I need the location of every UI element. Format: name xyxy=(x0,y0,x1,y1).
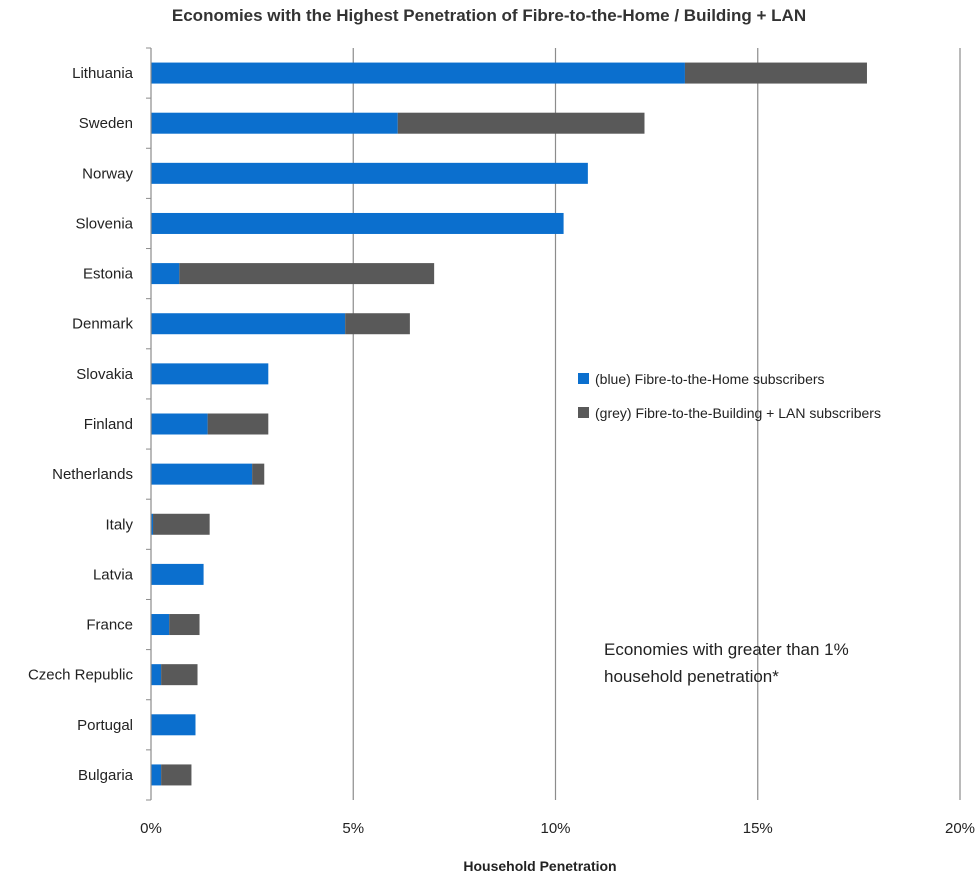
fttH-bar xyxy=(151,664,162,686)
category-label: Denmark xyxy=(72,316,133,333)
fttH-bar xyxy=(151,162,588,184)
x-tick-label: 20% xyxy=(945,820,975,837)
fttb-lan-bar xyxy=(179,263,435,285)
x-tick-label: 10% xyxy=(540,820,570,837)
category-label: Netherlands xyxy=(52,466,133,483)
fttH-bar xyxy=(151,363,269,385)
fttH-bar xyxy=(151,714,196,736)
legend-entry: (blue) Fibre-to-the-Home subscribers xyxy=(595,371,825,387)
category-label: Slovakia xyxy=(76,366,133,383)
category-label: France xyxy=(86,617,133,634)
category-label: Czech Republic xyxy=(28,667,134,684)
fttH-bar xyxy=(151,313,346,335)
x-tick-label: 0% xyxy=(140,820,162,837)
category-label: Finland xyxy=(84,416,133,433)
fttH-bar xyxy=(151,614,170,636)
fttH-bar xyxy=(151,62,685,84)
fttH-bar xyxy=(151,563,204,585)
category-label: Italy xyxy=(105,516,133,533)
annotation-line-1: Economies with greater than 1% xyxy=(604,640,849,659)
category-label: Norway xyxy=(82,165,133,182)
category-label: Slovenia xyxy=(75,215,133,232)
category-label: Estonia xyxy=(83,266,134,283)
fttb-lan-bar xyxy=(684,62,867,84)
legend-swatch xyxy=(578,373,589,384)
fttH-bar xyxy=(151,764,162,786)
fttb-lan-bar xyxy=(153,513,210,535)
legend-swatch xyxy=(578,407,589,418)
fttb-lan-bar xyxy=(345,313,410,335)
fttb-lan-bar xyxy=(169,614,200,636)
fttb-lan-bar xyxy=(252,463,265,485)
x-tick-label: 5% xyxy=(342,820,364,837)
category-label: Sweden xyxy=(79,115,133,132)
fttH-bar xyxy=(151,212,564,234)
chart-title: Economies with the Highest Penetration o… xyxy=(171,6,807,25)
bars xyxy=(151,62,867,786)
fttb-lan-bar xyxy=(397,112,645,134)
x-tick-label: 15% xyxy=(743,820,773,837)
category-label: Portugal xyxy=(77,717,133,734)
legend: (blue) Fibre-to-the-Home subscribers (gre… xyxy=(578,371,881,421)
gridlines xyxy=(352,48,961,800)
annotation-line-2: household penetration* xyxy=(604,667,779,686)
fttH-bar xyxy=(151,112,398,134)
category-label: Bulgaria xyxy=(78,767,134,784)
category-label: Latvia xyxy=(93,566,134,583)
fttH-bar xyxy=(151,263,180,285)
axes xyxy=(146,47,152,801)
fttb-lan-bar xyxy=(207,413,269,435)
x-axis-title: Household Penetration xyxy=(463,858,616,874)
legend-entry: (grey) Fibre-to-the-Building + LAN subsc… xyxy=(595,405,881,421)
category-label: Lithuania xyxy=(72,65,134,82)
labels: 0% 5% 10% 15% 20% Lithuania Sweden Norway Sloven… xyxy=(28,65,975,837)
fttH-bar xyxy=(151,463,253,485)
fttb-lan-bar xyxy=(161,664,198,686)
fttH-bar xyxy=(151,413,208,435)
fttH-bar xyxy=(151,513,154,535)
fttb-lan-bar xyxy=(161,764,192,786)
